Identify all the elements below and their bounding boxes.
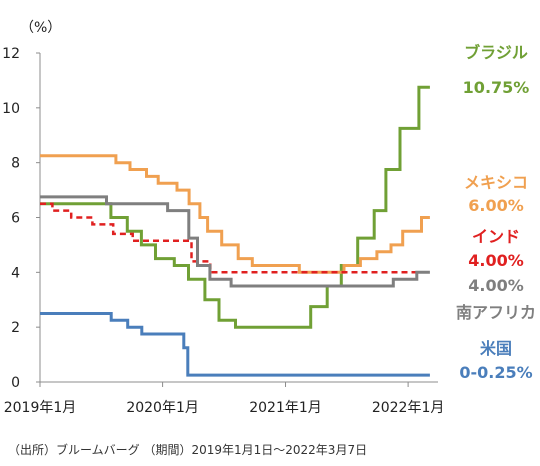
series-value-india: 4.00% xyxy=(468,251,524,270)
source-note: （出所）ブルームバーグ （期間）2019年1月1日～2022年3月7日 xyxy=(8,442,367,457)
axes xyxy=(39,53,438,383)
x-tick-label: 2019年1月 xyxy=(4,400,77,416)
x-tick-label: 2020年1月 xyxy=(126,400,199,416)
series-line-mexico xyxy=(40,154,430,274)
x-tick-label: 2022年1月 xyxy=(372,400,445,416)
y-tick-label: 12 xyxy=(2,46,20,62)
x-tick-label: 2021年1月 xyxy=(249,400,322,416)
series-name-india: インド xyxy=(472,227,520,246)
y-tick-label: 8 xyxy=(11,156,20,172)
series-value-brazil: 10.75% xyxy=(463,78,530,97)
y-tick-label: 2 xyxy=(11,320,20,336)
series-line-us xyxy=(40,312,430,377)
series-value-mexico: 6.00% xyxy=(468,196,524,215)
y-tick-label: 10 xyxy=(2,101,20,117)
y-tick-label: 6 xyxy=(11,211,20,227)
series-value-south-africa: 4.00% xyxy=(468,276,524,295)
y-unit-label: （%） xyxy=(20,20,61,36)
y-tick-label: 0 xyxy=(11,375,20,391)
y-axis-ticks: 0 2 4 6 8 10 12 xyxy=(2,46,40,391)
series-name-brazil: ブラジル xyxy=(464,43,528,62)
series-line-brazil xyxy=(40,85,430,329)
series-name-south-africa: 南アフリカ xyxy=(456,303,536,322)
series-labels: ブラジル 10.75% メキシコ 6.00% インド 4.00% 南アフリカ 4.00% 米国 0… xyxy=(456,43,536,382)
y-tick-label: 4 xyxy=(11,265,20,281)
series-name-mexico: メキシコ xyxy=(464,173,528,192)
series-lines xyxy=(40,85,430,377)
series-value-us: 0-0.25% xyxy=(459,363,532,382)
series-line-south-africa xyxy=(40,195,430,288)
x-axis-ticks: 2019年1月 2020年1月 2021年1月 2022年1月 xyxy=(4,382,445,416)
series-name-us: 米国 xyxy=(480,339,512,358)
